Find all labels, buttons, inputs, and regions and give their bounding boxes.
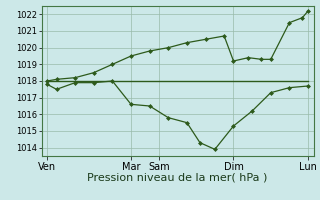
X-axis label: Pression niveau de la mer( hPa ): Pression niveau de la mer( hPa ) bbox=[87, 173, 268, 183]
